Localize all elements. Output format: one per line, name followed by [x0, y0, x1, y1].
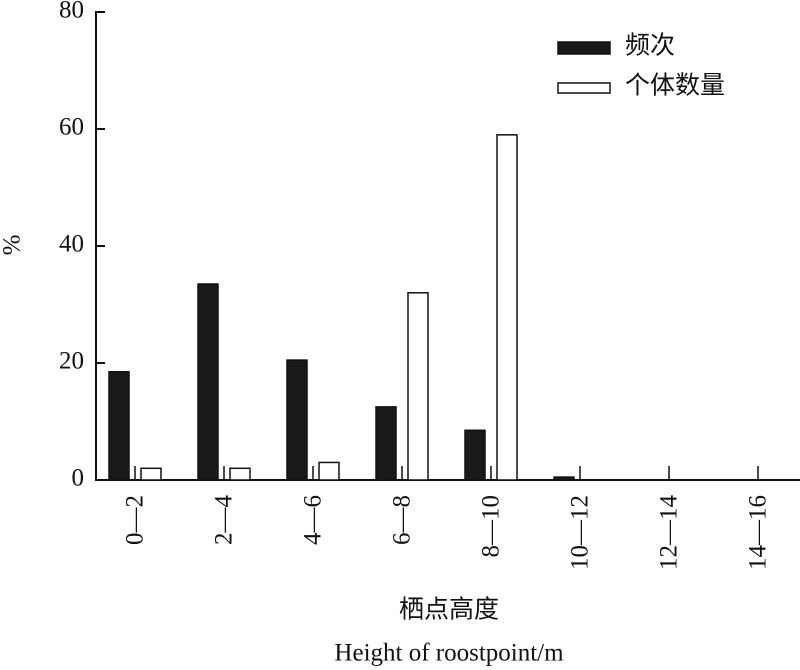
- bar: [407, 292, 429, 481]
- bar: [286, 359, 308, 481]
- bar: [229, 467, 251, 481]
- y-tick-label: 20: [59, 348, 84, 375]
- y-tick-label: 80: [59, 0, 84, 24]
- legend-label: 个体数量: [625, 72, 725, 100]
- x-tick-label: 0—2: [122, 495, 149, 545]
- bar: [464, 429, 486, 481]
- x-tick-label: 8—10: [478, 495, 505, 558]
- legend-swatch: [557, 82, 611, 94]
- y-axis-label: %: [0, 235, 26, 256]
- y-tick-label: 0: [72, 465, 85, 492]
- x-tick-label: 2—4: [211, 495, 238, 546]
- x-tick-label: 10—12: [567, 495, 594, 570]
- y-tick-label: 60: [59, 114, 84, 141]
- y-tick-label: 40: [59, 231, 84, 258]
- x-axis-label-en: Height of roostpoint/m: [334, 640, 564, 667]
- x-tick-label: 4—6: [300, 495, 327, 545]
- x-tick-label: 12—14: [656, 495, 683, 571]
- bar: [553, 476, 575, 481]
- bar: [140, 467, 162, 481]
- x-tick-label: 6—8: [389, 495, 416, 545]
- bar: [197, 283, 219, 481]
- bar: [375, 406, 397, 481]
- legend-swatch: [557, 41, 611, 55]
- bar: [496, 134, 518, 481]
- legend-label: 频次: [625, 32, 675, 60]
- x-tick-label: 14—16: [745, 495, 772, 570]
- x-axis-label: 栖点高度: [399, 596, 499, 624]
- bar: [108, 371, 130, 481]
- bar: [318, 461, 340, 481]
